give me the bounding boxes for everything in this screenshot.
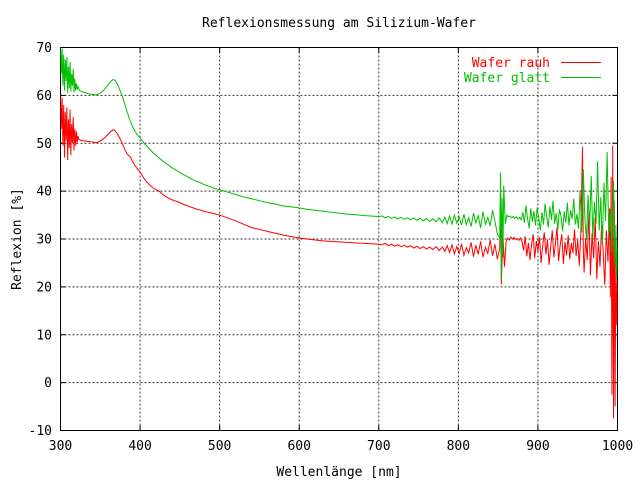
x-tick-label: 800 (447, 439, 470, 454)
y-tick-label: 20 (36, 280, 52, 295)
y-axis-label: Reflexion [%] (10, 188, 25, 290)
x-tick-label: 500 (208, 439, 231, 454)
legend-label: Wafer glatt (464, 71, 550, 86)
y-tick-label: 60 (36, 89, 52, 104)
x-tick-label: 700 (367, 439, 390, 454)
y-tick-label: 40 (36, 185, 52, 200)
series-wafer-glatt (60, 47, 618, 280)
y-tick-label: 10 (36, 328, 52, 343)
axes-layer: 300 400 500 600 700 800 900 1000 -10 0 10 20 30 40 50 6… (29, 41, 634, 454)
x-axis-label: Wellenlänge [nm] (276, 465, 401, 480)
legend-label: Wafer rauh (472, 56, 550, 71)
y-tick-label: 50 (36, 137, 52, 152)
series-wafer-rauh (60, 96, 618, 419)
x-tick-label: 300 (49, 439, 72, 454)
series-layer (60, 47, 618, 419)
x-tick-label: 400 (128, 439, 151, 454)
y-tick-label: 0 (44, 376, 52, 391)
x-tick-label: 900 (526, 439, 549, 454)
y-tick-label: 70 (36, 41, 52, 56)
chart-title: Reflexionsmessung am Silizium-Wafer (202, 16, 476, 31)
y-tick-label: -10 (29, 424, 52, 439)
x-tick-label: 1000 (602, 439, 633, 454)
y-tick-label: 30 (36, 233, 52, 248)
x-tick-label: 600 (287, 439, 310, 454)
